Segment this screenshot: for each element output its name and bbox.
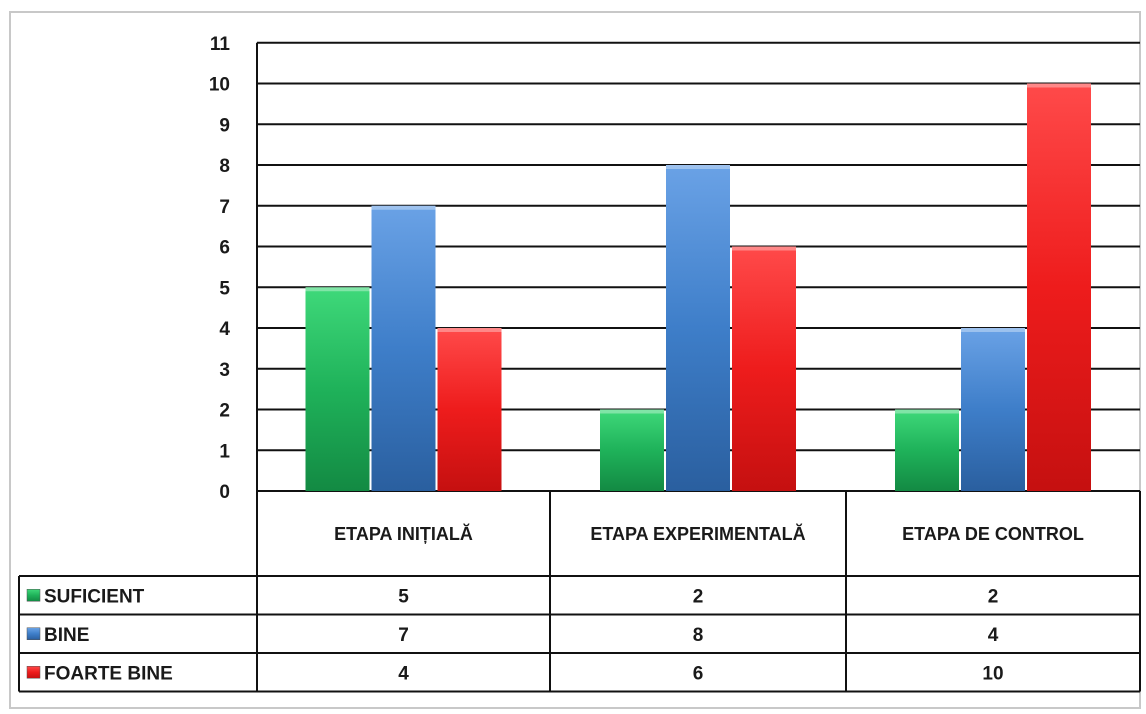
legend-swatch [26, 666, 41, 679]
legend-label: SUFICIENT [44, 586, 145, 607]
bar [895, 409, 959, 491]
bar-highlight [1027, 83, 1091, 88]
y-tick-label: 5 [219, 278, 230, 299]
bar [371, 205, 436, 491]
category-label: ETAPA INIȚIALĂ [334, 523, 473, 544]
data-label: 2 [988, 586, 999, 607]
category-label: ETAPA DE CONTROL [902, 524, 1084, 544]
y-tick-label: 8 [219, 156, 230, 177]
bar-highlight [437, 328, 502, 332]
y-tick-label: 0 [219, 482, 230, 503]
bar-highlight [371, 205, 436, 210]
bar-highlight [600, 409, 664, 414]
data-label: 2 [693, 586, 704, 607]
legend-swatch [26, 627, 41, 640]
data-label: 4 [988, 625, 999, 646]
data-label: 4 [398, 663, 409, 684]
bar [437, 328, 502, 491]
bar-highlight [666, 165, 730, 169]
y-tick-label: 9 [219, 115, 230, 136]
bar [732, 246, 796, 491]
data-label: 10 [982, 663, 1003, 684]
bar [666, 165, 730, 491]
bar-highlight [895, 409, 959, 414]
bar [1027, 83, 1091, 491]
legend-swatch [26, 589, 41, 602]
data-label: 7 [398, 625, 409, 646]
y-tick-label: 7 [219, 197, 230, 218]
bar-highlight [732, 246, 796, 251]
bar-highlight [305, 287, 370, 292]
category-label: ETAPA EXPERIMENTALĂ [590, 523, 805, 544]
data-label: 6 [693, 663, 704, 684]
y-tick-label: 4 [219, 319, 230, 340]
bar-highlight [961, 328, 1025, 332]
y-tick-label: 11 [210, 34, 231, 55]
bars [305, 83, 1091, 491]
data-label: 8 [693, 625, 704, 646]
bar [305, 287, 370, 491]
data-table: ETAPA INIȚIALĂ ETAPA EXPERIMENTALĂ ETAPA D… [18, 491, 1141, 693]
y-tick-label: 10 [209, 75, 230, 96]
y-axis-ticks: 0 1 2 3 4 5 6 7 8 9 10 11 [209, 34, 231, 503]
y-tick-label: 6 [219, 238, 230, 259]
legend-label: BINE [44, 625, 89, 646]
data-label: 5 [398, 586, 409, 607]
legend-label: FOARTE BINE [44, 663, 173, 684]
bar [600, 409, 664, 491]
bar [961, 328, 1025, 491]
y-tick-label: 2 [219, 401, 230, 422]
y-tick-label: 3 [219, 360, 230, 381]
chart-frame [9, 11, 1141, 709]
y-tick-label: 1 [219, 441, 230, 462]
